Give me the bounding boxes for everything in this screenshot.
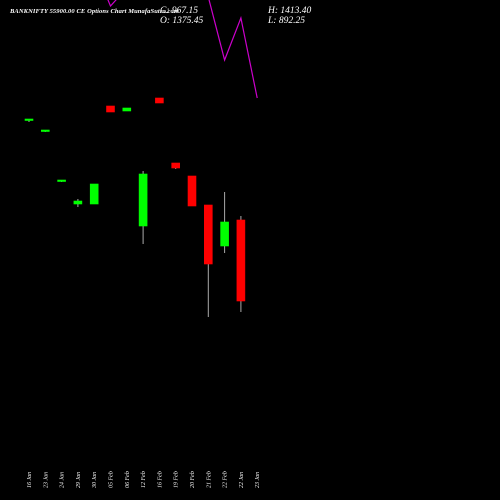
x-tick-label: 16 Jan	[27, 472, 33, 488]
x-tick-label: 23 Jan	[43, 472, 49, 488]
candle-body	[89, 183, 99, 205]
candle-body	[73, 200, 83, 205]
x-tick-label: 12 Feb	[141, 471, 147, 488]
x-tick-label: 30 Jan	[92, 472, 98, 489]
x-tick-label: 16 Feb	[157, 471, 163, 488]
x-tick-label: 21 Feb	[206, 471, 212, 488]
candle-body	[171, 162, 180, 169]
lower-line-series	[107, 0, 258, 99]
x-tick-label: 29 Jan	[76, 472, 82, 488]
candle-body	[220, 221, 229, 247]
candle-body	[204, 204, 213, 265]
x-tick-label: 20 Feb	[190, 471, 196, 488]
x-tick-label: 22 Jan	[239, 472, 245, 488]
x-tick-label: 22 Feb	[223, 471, 229, 488]
close-value: C: 967.15	[160, 6, 198, 16]
candle-body	[24, 118, 34, 121]
candle-body	[155, 97, 164, 104]
high-value: H: 1413.40	[268, 6, 312, 16]
x-tick-label: 06 Feb	[125, 471, 131, 488]
x-tick-label: 19 Feb	[174, 471, 180, 488]
chart-title: BANKNIFTY 55900.00 CE Options Chart Muna…	[10, 8, 180, 15]
candle-body	[106, 105, 115, 113]
x-tick-label: 23 Jan	[255, 472, 261, 488]
open-value: O: 1375.45	[160, 16, 204, 26]
low-value: L: 892.25	[268, 16, 305, 26]
candle-body	[122, 107, 132, 112]
candle-body	[57, 179, 66, 182]
x-tick-label: 24 Jan	[59, 472, 66, 488]
candle-body	[236, 219, 246, 302]
candle-body	[138, 173, 148, 227]
candle-body	[40, 129, 50, 132]
candle-body	[187, 175, 197, 207]
x-tick-label: 05 Feb	[109, 471, 115, 488]
